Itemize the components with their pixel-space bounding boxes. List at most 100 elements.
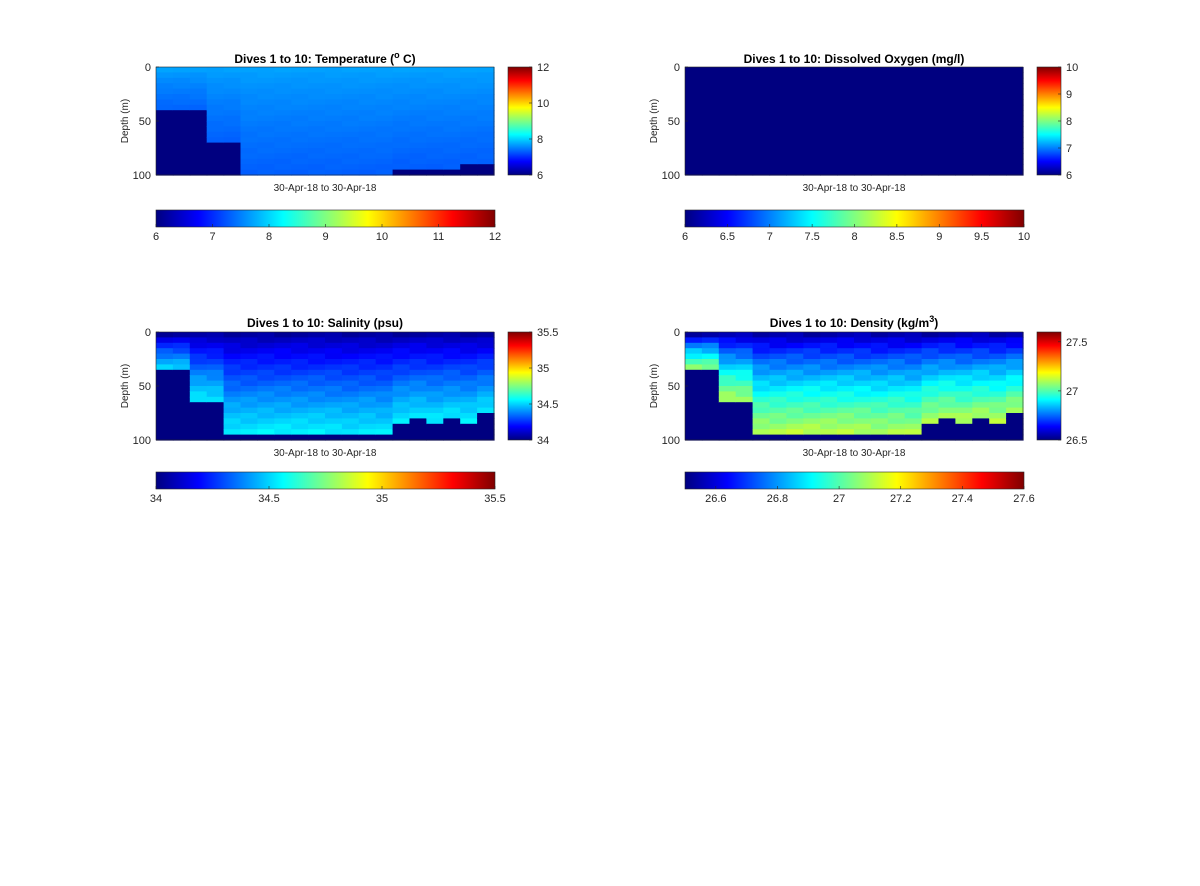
- heatmap-cell: [972, 348, 990, 355]
- heatmap-cell: [375, 386, 394, 392]
- heatmap-cell: [206, 94, 225, 100]
- heatmap-cell: [325, 386, 343, 392]
- heatmap-cell: [274, 332, 292, 338]
- heatmap-cell: [887, 99, 906, 106]
- heatmap-cell: [206, 115, 225, 122]
- heatmap-cell: [718, 67, 737, 73]
- heatmap-cell: [291, 369, 309, 376]
- heatmap-cell: [172, 121, 191, 127]
- heatmap-cell: [870, 115, 889, 122]
- heatmap-cell: [752, 332, 771, 338]
- heatmap-cell: [206, 332, 225, 338]
- heatmap-cell: [803, 88, 821, 95]
- heatmap-cell: [443, 364, 461, 371]
- heatmap-cell: [904, 131, 923, 138]
- heatmap-cell: [443, 169, 461, 176]
- heatmap-cell: [786, 413, 804, 419]
- heatmap-cell: [172, 137, 191, 144]
- heatmap-cell: [426, 148, 444, 154]
- heatmap-cell: [358, 386, 377, 392]
- heatmap-cell: [972, 380, 990, 387]
- heatmap-cell: [1006, 67, 1024, 73]
- heatmap-cell: [477, 142, 495, 149]
- heatmap-cell: [375, 413, 394, 419]
- heatmap-cell: [172, 148, 191, 154]
- heatmap-cell: [308, 364, 326, 371]
- heatmap-cell: [341, 77, 360, 84]
- heatmap-cell: [718, 142, 737, 149]
- heatmap-cell: [955, 158, 973, 165]
- heatmap-cell: [938, 391, 956, 398]
- heatmap-cell: [1006, 137, 1024, 144]
- heatmap-cell: [820, 337, 838, 344]
- heatmap-cell: [752, 72, 771, 79]
- heatmap-cell: [460, 164, 478, 171]
- heatmap-cell: [308, 391, 326, 398]
- heatmap-cell: [752, 137, 771, 144]
- heatmap-cell: [854, 77, 872, 84]
- heatmap-cell: [172, 83, 191, 90]
- heatmap-cell: [460, 407, 478, 414]
- colorbar-tick-label: 27.5: [1066, 337, 1087, 349]
- heatmap-cell: [685, 104, 703, 111]
- heatmap-cell: [206, 396, 225, 403]
- heatmap-cell: [308, 158, 326, 165]
- heatmap-cell: [156, 369, 174, 376]
- colorbar-tick-label: 11: [433, 231, 444, 243]
- heatmap-cell: [685, 386, 703, 392]
- colorbar-tick-label: 7: [767, 231, 773, 243]
- heatmap-cell: [308, 72, 326, 79]
- heatmap-cell: [375, 402, 394, 409]
- heatmap-cell: [735, 434, 754, 441]
- colorbar-tick-label: 9: [1066, 89, 1072, 101]
- heatmap-cell: [870, 104, 889, 111]
- heatmap-cell: [325, 342, 343, 349]
- heatmap-cell: [854, 158, 872, 165]
- heatmap-cell: [854, 429, 872, 436]
- heatmap-cell: [477, 94, 495, 100]
- heatmap-cell: [837, 423, 855, 430]
- heatmap-cell: [820, 121, 838, 127]
- colorbar-gradient: [507, 66, 533, 176]
- heatmap-cell: [769, 348, 787, 355]
- heatmap-cell: [308, 83, 326, 90]
- heatmap-cell: [443, 402, 461, 409]
- heatmap-cell: [921, 423, 940, 430]
- heatmap-cell: [904, 434, 923, 441]
- heatmap-cell: [921, 337, 940, 344]
- heatmap-cell: [325, 332, 343, 338]
- heatmap-cell: [955, 148, 973, 154]
- heatmap-cell: [786, 142, 804, 149]
- heatmap-cell: [291, 434, 309, 441]
- heatmap-cell: [735, 148, 754, 154]
- heatmap-cell: [854, 407, 872, 414]
- heatmap-cell: [955, 413, 973, 419]
- heatmap-cell: [206, 67, 225, 73]
- heatmap-cell: [257, 72, 275, 79]
- heatmap-cell: [769, 396, 787, 403]
- heatmap-cell: [718, 332, 737, 338]
- heatmap-cell: [820, 429, 838, 436]
- heatmap-cell: [752, 77, 771, 84]
- heatmap-cell: [477, 423, 495, 430]
- heatmap-cell: [206, 137, 225, 144]
- heatmap-cell: [426, 153, 444, 160]
- heatmap-cell: [769, 402, 787, 409]
- colorbar-tick-label: 26.6: [705, 493, 726, 505]
- heatmap-cell: [955, 423, 973, 430]
- heatmap-cell: [172, 332, 191, 338]
- heatmap-cell: [955, 418, 973, 425]
- heatmap-cell: [769, 418, 787, 425]
- heatmap-cell: [325, 94, 343, 100]
- heatmap-cell: [257, 67, 275, 73]
- heatmap-cell: [443, 353, 461, 360]
- heatmap-cell: [769, 153, 787, 160]
- heatmap-cell: [887, 110, 906, 117]
- colorbar-tick-label: 10: [1018, 231, 1030, 243]
- heatmap-cell: [392, 104, 411, 111]
- heatmap-cell: [972, 137, 990, 144]
- heatmap-cell: [291, 131, 309, 138]
- heatmap-cell: [938, 158, 956, 165]
- heatmap-cell: [392, 429, 411, 436]
